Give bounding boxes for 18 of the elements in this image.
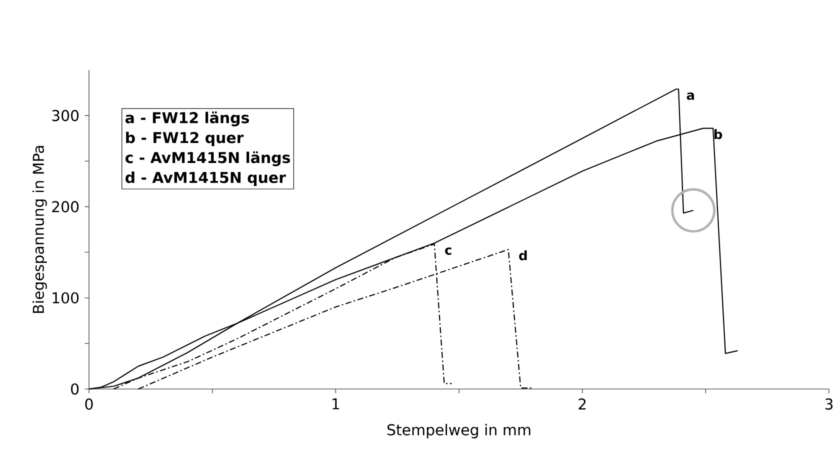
annotation: b - FW12 quer xyxy=(126,132,244,146)
x-tick-label: 0 xyxy=(85,398,93,410)
y-tick-label: 200 xyxy=(52,201,79,212)
y-tick-label: 0 xyxy=(71,383,79,395)
x-tick-label: 1 xyxy=(332,398,340,410)
series-label: b xyxy=(714,129,722,140)
y-axis-title: Biegespannung in MPa xyxy=(32,146,47,313)
series-label: a xyxy=(686,92,694,100)
y-tick-label: 300 xyxy=(52,110,79,122)
annotation: d - AvM1415N quer xyxy=(126,172,286,186)
y-tick-label: 100 xyxy=(52,292,79,304)
x-axis-title: Stempelweg in mm xyxy=(387,424,530,438)
x-tick-label: 3 xyxy=(825,398,833,410)
annotation: c - AvM1415N längs xyxy=(126,151,290,166)
x-tick-label: 2 xyxy=(578,398,586,410)
annotation: a - FW12 längs xyxy=(126,112,249,126)
series-label: c xyxy=(445,247,452,255)
series-label: d xyxy=(519,250,527,260)
